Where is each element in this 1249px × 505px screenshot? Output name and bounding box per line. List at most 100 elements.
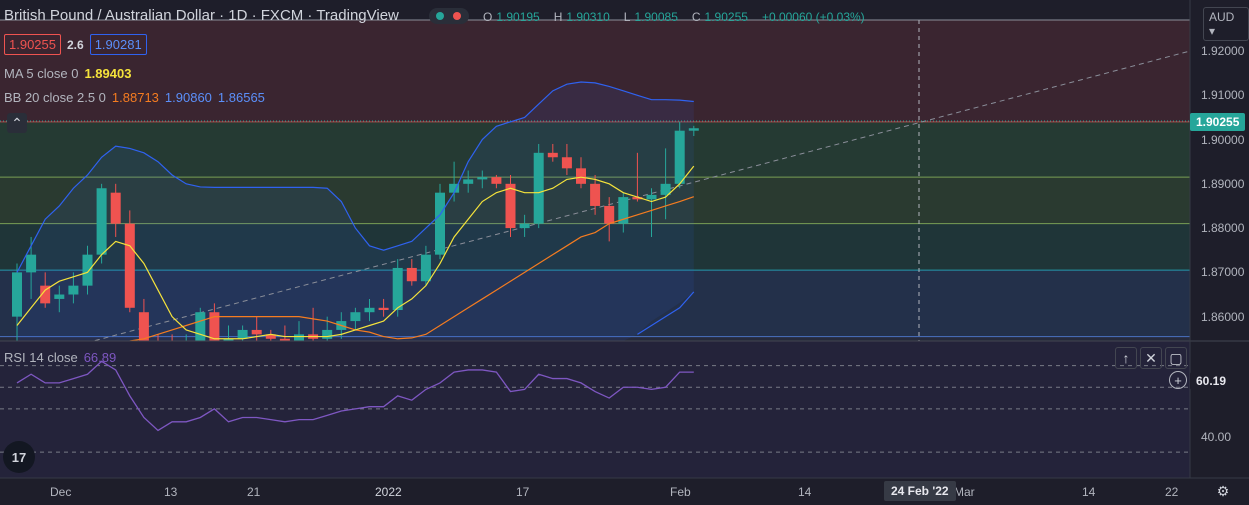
spread-value: 2.6 — [67, 37, 84, 52]
candle-body — [632, 197, 643, 200]
settings-gear-icon[interactable]: ⚙ — [1216, 482, 1230, 499]
candle-body — [618, 197, 629, 224]
time-tick: Feb — [670, 485, 691, 499]
price-tick: 1.88000 — [1201, 221, 1245, 236]
candle-body — [435, 192, 445, 255]
rsi-value: 66.89 — [83, 350, 117, 365]
candle-body — [688, 128, 699, 131]
price-tick: 1.89000 — [1201, 176, 1245, 191]
price-tick: 1.86000 — [1201, 309, 1245, 324]
symbol-legend: British Pound / Australian Dollar · 1D ·… — [4, 7, 399, 24]
candle-body — [40, 285, 51, 304]
event-dot-icon — [453, 12, 461, 20]
move-pane-up-button[interactable]: ↑ — [1115, 347, 1137, 369]
candle-body — [322, 329, 333, 339]
buy-button[interactable]: 1.90281 — [89, 34, 147, 55]
trade-buttons: 1.90255 2.6 1.90281 — [4, 34, 147, 55]
ohlc-legend: O 1.90195 H 1.90310 L 1.90085 C 1.90255 +0.0… — [483, 10, 869, 24]
candle-body — [82, 254, 93, 286]
high-label: H 1.90310 — [553, 10, 610, 24]
maximize-icon: ▢ — [1169, 349, 1183, 366]
ma5-line — [16, 165, 695, 340]
candle-body — [265, 334, 276, 339]
time-tick: 2022 — [375, 485, 402, 499]
symbol-title[interactable]: British Pound / Australian Dollar · 1D ·… — [4, 7, 399, 24]
candle-body — [590, 183, 601, 206]
candle-body — [68, 285, 79, 295]
zone-red — [0, 20, 1190, 122]
trend-line — [59, 50, 1191, 351]
bb-upper-line — [16, 81, 694, 273]
sell-button[interactable]: 1.90255 — [4, 34, 61, 55]
candle-body — [392, 267, 403, 311]
ma-legend[interactable]: MA 5 close 0 1.89403 — [4, 66, 131, 81]
close-pane-button[interactable]: ✕ — [1140, 347, 1162, 369]
ma-label: MA 5 close 0 — [4, 66, 79, 81]
bb-basis-value: 1.88713 — [111, 90, 159, 105]
tradingview-logo-icon[interactable]: 17 — [3, 441, 35, 473]
time-tick: 17 — [516, 485, 530, 499]
candle-body — [223, 338, 234, 341]
candle-body — [279, 338, 290, 341]
low-label: L 1.90085 — [623, 10, 678, 24]
time-tick: 21 — [247, 485, 261, 499]
chevron-up-icon: ⌃ — [11, 114, 23, 131]
candle-body — [406, 267, 417, 282]
arrow-up-icon: ↑ — [1122, 350, 1130, 366]
bb-legend[interactable]: BB 20 close 2.5 0 1.88713 1.90860 1.8656… — [4, 90, 265, 105]
maximize-pane-button[interactable]: ▢ — [1165, 347, 1187, 369]
time-tick: 22 — [1165, 485, 1179, 499]
candle-body — [350, 312, 361, 322]
candle-body — [604, 205, 615, 224]
bb-label: BB 20 close 2.5 0 — [4, 90, 106, 105]
rsi-value-tag: 60.19 — [1190, 372, 1233, 390]
bb-basis-line — [129, 196, 694, 342]
time-tick: Dec — [50, 485, 72, 499]
candle-body — [660, 183, 671, 195]
rsi-pane-bg — [0, 341, 1190, 478]
market-status-toggle[interactable] — [429, 8, 469, 24]
rsi-tick-40: 40.00 — [1201, 430, 1232, 444]
candle-body — [477, 177, 488, 180]
plus-icon: + — [1174, 372, 1182, 388]
time-tick: 14 — [1082, 485, 1096, 499]
candle-body — [364, 307, 375, 313]
bb-lower-line — [637, 291, 695, 335]
candle-body — [505, 183, 516, 229]
candle-body — [449, 183, 460, 193]
time-tick: 13 — [164, 485, 178, 499]
price-tick: 1.87000 — [1201, 265, 1245, 280]
ma-value: 1.89403 — [84, 66, 132, 81]
candle-body — [124, 223, 135, 308]
candle-body — [26, 254, 37, 273]
candle-body — [110, 192, 121, 224]
candle-body — [138, 312, 149, 341]
last-price-tag: 1.90255 — [1190, 113, 1246, 131]
open-label: O 1.90195 — [483, 10, 540, 24]
bb-upper-value: 1.90860 — [164, 90, 212, 105]
candle-body — [561, 157, 572, 169]
candle-body — [519, 223, 530, 229]
zone-base — [0, 336, 1190, 341]
price-tick: 1.91000 — [1201, 88, 1245, 103]
rsi-label: RSI 14 close — [4, 350, 78, 365]
time-tick: Mar — [954, 485, 975, 499]
candle-body — [237, 329, 248, 339]
candle-body — [294, 334, 304, 341]
close-icon: ✕ — [1145, 349, 1157, 366]
currency-selector[interactable]: AUD ▾ — [1203, 7, 1249, 41]
market-open-dot-icon — [436, 12, 444, 20]
rsi-line — [16, 360, 694, 432]
candle-body — [576, 168, 586, 184]
change-value: +0.00060 (+0.03%) — [761, 10, 865, 24]
crosshair-date-tag: 24 Feb '22 — [884, 481, 956, 501]
candle-body — [378, 307, 389, 311]
add-plus-button[interactable]: + — [1169, 371, 1187, 389]
collapse-legend-button[interactable]: ⌃ — [7, 113, 27, 133]
candle-body — [547, 152, 558, 158]
zone-green-dark — [0, 121, 1190, 178]
rsi-legend[interactable]: RSI 14 close 66.89 — [4, 350, 116, 365]
bb-lower-value: 1.86565 — [217, 90, 265, 105]
